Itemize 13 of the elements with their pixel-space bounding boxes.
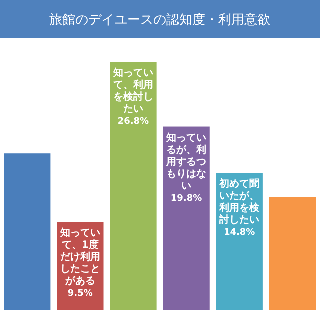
data-label: 9.5% (68, 289, 93, 300)
x-tick-label: 知っているが、利用するつもりはない (166, 132, 207, 192)
data-label: 26.8% (118, 117, 150, 127)
x-tick-label: 知っていて、1度だけ利用したことがある (59, 227, 100, 288)
data-label: 19.8% (170, 194, 202, 204)
bar (110, 62, 157, 310)
x-tick-label: 初めて聞いたが、利用を検討したい (218, 178, 261, 226)
bar (4, 154, 51, 310)
x-tick-label: 知っていて、利用を検討したい (112, 67, 154, 115)
bar (269, 197, 316, 310)
bar (163, 126, 210, 310)
chart-title: 旅館のデイユースの認知度・利用意欲 (50, 12, 270, 28)
data-label: 14.8% (224, 228, 256, 238)
